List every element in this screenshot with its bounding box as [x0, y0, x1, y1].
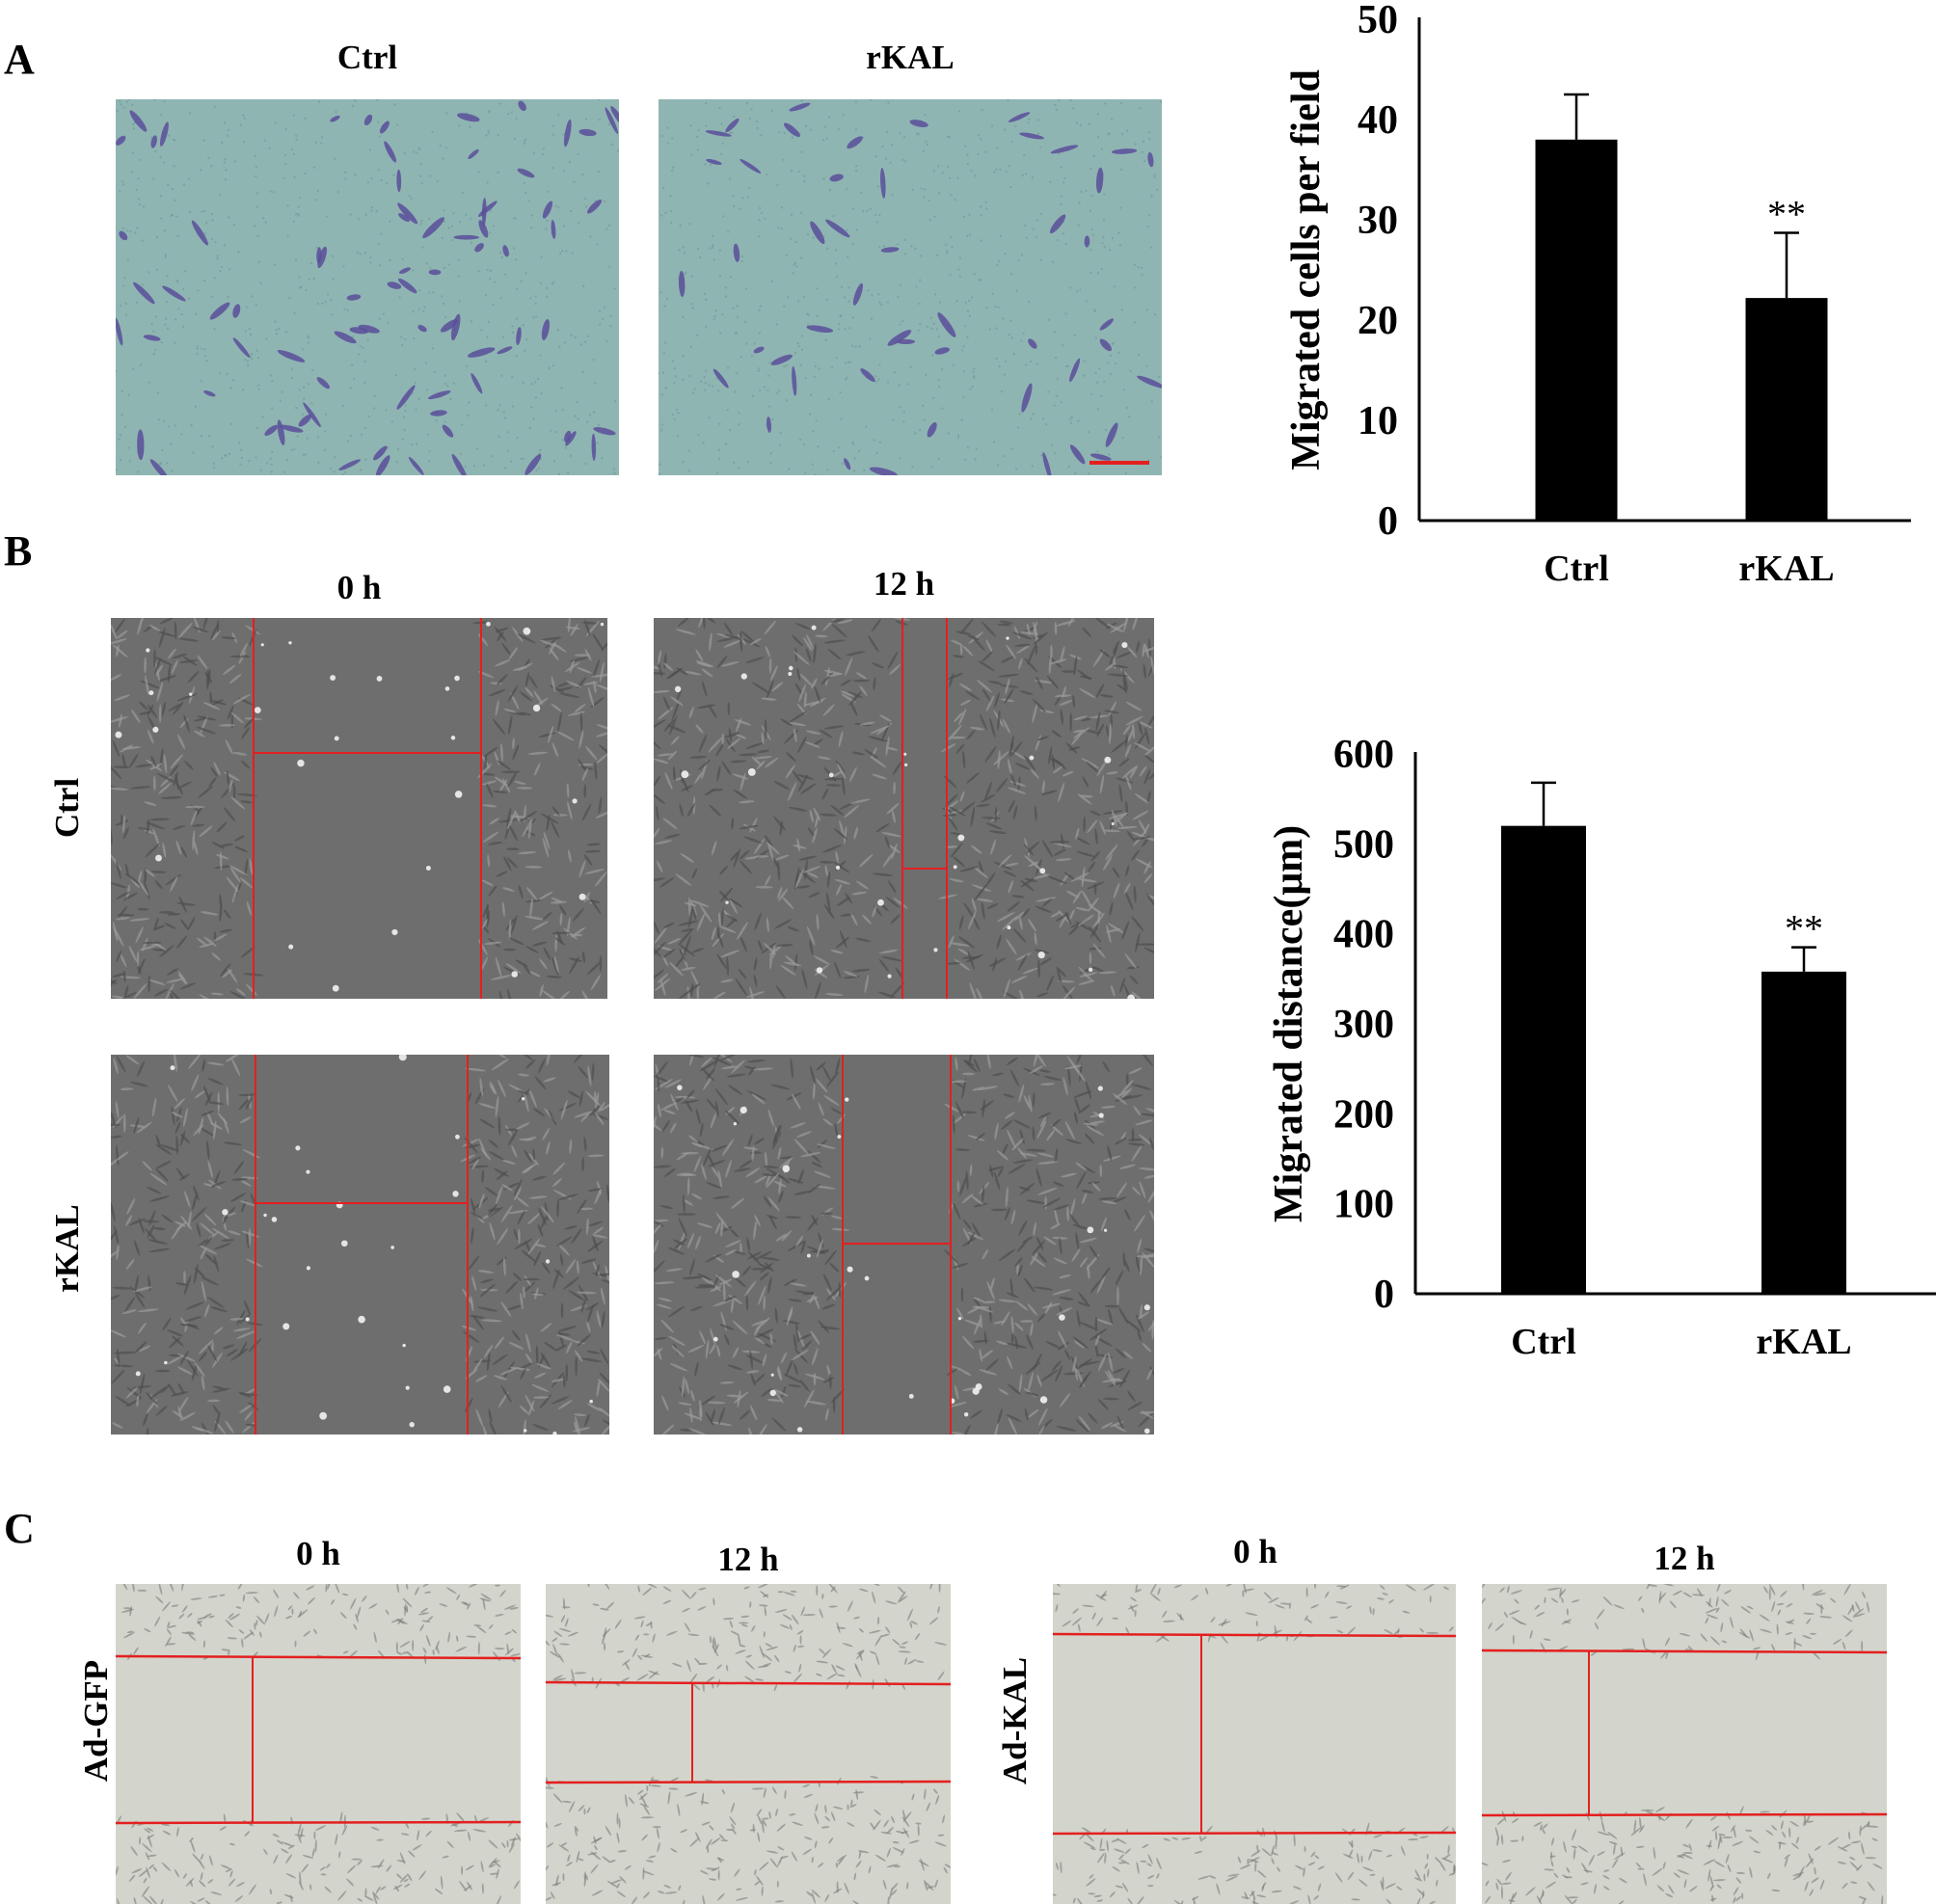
panel-c-title-gfp-12h: 12 h — [717, 1541, 779, 1578]
panel-a-label: A — [4, 36, 35, 83]
panel-c-row-label-ad-gfp: Ad-GFP — [77, 1659, 115, 1783]
y-tick-label: 0 — [1374, 1273, 1394, 1317]
panel-b-label: B — [4, 527, 33, 575]
panel-b-row-label-rkal: rKAL — [48, 1204, 86, 1293]
y-tick-label: 20 — [1358, 299, 1398, 343]
y-tick-label: 600 — [1333, 733, 1394, 777]
bar — [1535, 139, 1618, 522]
scratch-image-ctrl-12h — [654, 618, 1154, 999]
panel-a-title-rkal: rKAL — [866, 39, 955, 76]
panel-c-title-kal-12h: 12 h — [1654, 1540, 1715, 1577]
y-tick-label: 40 — [1358, 98, 1398, 143]
panel-a-title-ctrl: Ctrl — [336, 39, 398, 76]
x-tick-label: Ctrl — [1511, 1322, 1576, 1362]
scratch-image-ctrl-0h — [111, 618, 607, 999]
y-tick-label: 0 — [1378, 499, 1398, 544]
bar — [1745, 298, 1828, 521]
x-tick-label: Ctrl — [1544, 549, 1609, 589]
scratch-image-ad-kal-0h — [1053, 1584, 1456, 1904]
x-tick-label: rKAL — [1738, 549, 1834, 589]
bar-chart-migrated-cells: 0 10 20 30 40 50 Ctrl ** rKAL Migrated cells per … — [1284, 0, 1911, 589]
y-tick-label: 10 — [1358, 399, 1398, 443]
transwell-image-rkal — [659, 99, 1162, 475]
panel-c-label: C — [4, 1505, 35, 1552]
panel-b-title-12h: 12 h — [873, 565, 935, 603]
scratch-image-rkal-0h — [111, 1055, 609, 1435]
scratch-image-ad-gfp-12h — [546, 1584, 951, 1904]
y-axis-label: Migrated cells per field — [1284, 69, 1329, 470]
panel-c-title-gfp-0h: 0 h — [296, 1535, 340, 1572]
panel-b-row-label-ctrl: Ctrl — [48, 777, 86, 839]
y-axis-label: Migrated distance(μm) — [1267, 825, 1311, 1222]
x-tick-label: rKAL — [1756, 1322, 1851, 1362]
scratch-image-ad-kal-12h — [1482, 1584, 1887, 1904]
panel-b-title-0h: 0 h — [336, 569, 382, 606]
transwell-image-ctrl — [116, 99, 619, 475]
scratch-image-rkal-12h — [654, 1055, 1154, 1435]
scratch-image-ad-gfp-0h — [116, 1584, 521, 1904]
y-tick-label: 50 — [1358, 0, 1398, 42]
bar-chart-migrated-distance: 0 100 200 300 400 500 600 Ctrl ** rKAL Migrated di… — [1267, 733, 1936, 1362]
y-tick-label: 30 — [1358, 199, 1398, 243]
y-tick-label: 100 — [1333, 1183, 1394, 1227]
bar — [1501, 825, 1586, 1294]
significance-label: ** — [1767, 193, 1806, 236]
panel-c-title-kal-0h: 0 h — [1233, 1533, 1277, 1570]
bar — [1761, 971, 1846, 1294]
significance-label: ** — [1785, 907, 1823, 951]
y-tick-label: 400 — [1333, 913, 1394, 957]
y-tick-label: 500 — [1333, 822, 1394, 867]
panel-c-row-label-ad-kal: Ad-KAL — [996, 1656, 1034, 1785]
y-tick-label: 300 — [1333, 1003, 1394, 1047]
y-tick-label: 200 — [1333, 1092, 1394, 1137]
